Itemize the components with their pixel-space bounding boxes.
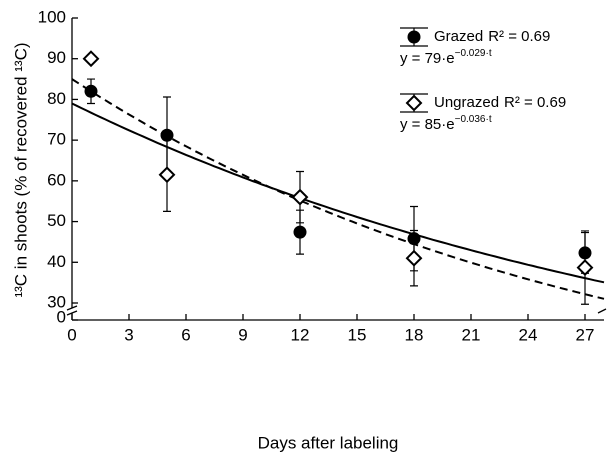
legend-entry: Ungrazed R² = 0.69 y = 85·e−0.036·t — [400, 93, 566, 133]
legend-label: Grazed R² = 0.69 — [434, 28, 550, 45]
y-tick-label: 70 — [47, 130, 66, 149]
x-tick-label: 15 — [348, 325, 367, 344]
legend-equation: y = 79·e−0.029·t — [400, 48, 492, 67]
equation: y = 79·e — [400, 50, 455, 67]
equation: y = 85·e — [400, 116, 455, 133]
legend-equation: y = 85·e−0.036·t — [400, 114, 492, 133]
legend-label: Ungrazed R² = 0.69 — [434, 94, 566, 111]
equation-exponent: −0.029·t — [455, 48, 492, 59]
y-axis-right-break — [597, 308, 607, 314]
y-axis-label: ¹³C in shoots (% of recovered ¹³C) — [11, 42, 30, 297]
fit-curve — [71, 78, 605, 300]
point — [84, 84, 98, 98]
legend-name: Ungrazed — [434, 94, 499, 111]
y-tick-label: 60 — [47, 170, 66, 189]
point — [405, 249, 423, 267]
y-tick-label: 0 — [57, 307, 66, 326]
x-tick-label: 0 — [67, 325, 76, 344]
legend-r2: R² = 0.69 — [488, 28, 550, 45]
x-tick-label: 12 — [291, 325, 310, 344]
x-tick-label: 9 — [238, 325, 247, 344]
point — [576, 259, 594, 276]
y-tick-label: 50 — [47, 211, 66, 230]
point — [82, 50, 100, 68]
legend-r2: R² = 0.69 — [504, 94, 566, 111]
point — [291, 188, 309, 206]
x-tick-label: 18 — [405, 325, 424, 344]
y-tick-label: 30 — [47, 292, 66, 311]
legend-symbol — [405, 94, 423, 112]
axis-break — [66, 310, 78, 316]
y-tick-label: 90 — [47, 48, 66, 67]
x-tick-label: 27 — [576, 325, 595, 344]
fit-curve — [71, 102, 605, 284]
point — [293, 225, 307, 239]
y-tick-label: 100 — [38, 7, 66, 26]
x-tick-label: 21 — [462, 325, 481, 344]
legend-name: Grazed — [434, 28, 483, 45]
equation-exponent: −0.036·t — [455, 114, 492, 125]
axis-break — [66, 305, 78, 311]
y-tick-label: 80 — [47, 89, 66, 108]
y-tick-label: 40 — [47, 252, 66, 271]
x-tick-label: 24 — [519, 325, 538, 344]
x-tick-label: 6 — [181, 325, 190, 344]
legend-entry: Grazed R² = 0.69 y = 79·e−0.029·t — [400, 27, 550, 67]
legend-symbol — [407, 30, 421, 44]
x-axis-label: Days after labeling — [258, 433, 399, 452]
x-tick-label: 3 — [124, 325, 133, 344]
point — [158, 166, 176, 184]
